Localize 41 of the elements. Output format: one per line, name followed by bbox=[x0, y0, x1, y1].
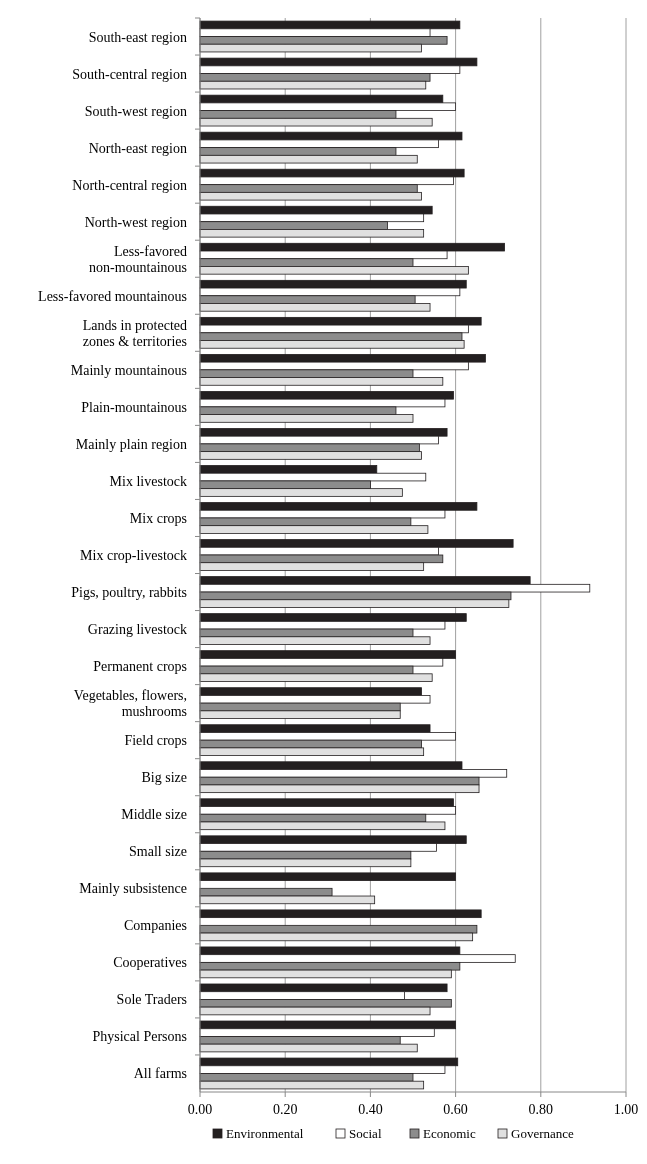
y-tick-label: Middle size bbox=[121, 807, 187, 823]
y-tick-label: South-central region bbox=[72, 66, 187, 82]
y-tick-label: Pigs, poultry, rabbits bbox=[71, 585, 187, 601]
bar bbox=[199, 872, 456, 881]
y-tick-label: Mainly plain region bbox=[75, 436, 187, 452]
y-tick-label: Mix crops bbox=[129, 510, 187, 526]
bar bbox=[199, 909, 482, 919]
x-tick-label: 0.40 bbox=[358, 1102, 383, 1117]
x-tick-label: 0.00 bbox=[187, 1102, 213, 1117]
y-tick-label: Cooperatives bbox=[113, 955, 187, 971]
y-tick-label: Mix crop-livestock bbox=[80, 548, 187, 563]
y-tick-label: All farms bbox=[133, 1066, 187, 1082]
y-tick-label: North-central region bbox=[72, 177, 187, 193]
legend-label: Environmental bbox=[226, 1126, 304, 1141]
y-tick-label: Companies bbox=[124, 918, 187, 934]
y-tick-label: Grazing livestock bbox=[87, 622, 187, 638]
x-tick-label: 0.60 bbox=[443, 1102, 468, 1117]
legend-label: Governance bbox=[511, 1126, 575, 1141]
x-tick-label: 1.00 bbox=[613, 1102, 639, 1117]
y-tick-label: South-west region bbox=[84, 103, 187, 119]
y-tick-label: Field crops bbox=[124, 733, 187, 749]
y-tick-label: Mainly subsistence bbox=[79, 881, 187, 897]
y-tick-label: Lands in protected zones & territories bbox=[82, 317, 187, 349]
y-tick-label: Plain-mountainous bbox=[81, 399, 187, 415]
y-tick-label: Less-favored mountainous bbox=[38, 288, 187, 304]
y-tick-label: Sole Traders bbox=[116, 992, 187, 1008]
y-tick-label: North-east region bbox=[88, 140, 187, 156]
y-tick-label: North-west region bbox=[84, 214, 187, 230]
y-tick-label: Big size bbox=[141, 770, 187, 786]
x-tick-label: 0.20 bbox=[272, 1102, 298, 1117]
y-tick-label: Mainly mountainous bbox=[70, 362, 187, 378]
y-tick-label: Physical Persons bbox=[92, 1029, 187, 1045]
y-tick-label: South-east region bbox=[88, 29, 187, 45]
legend-label: Economic bbox=[423, 1126, 476, 1141]
y-tick-label: Small size bbox=[129, 844, 187, 860]
x-tick-label: 0.80 bbox=[528, 1102, 554, 1117]
y-tick-label: Permanent crops bbox=[93, 659, 187, 675]
y-tick-label: Vegetables, flowers, mushrooms bbox=[73, 688, 187, 720]
y-tick-label: Mix livestock bbox=[109, 473, 187, 489]
legend-label: Social bbox=[349, 1126, 382, 1141]
y-tick-label: Less-favored non-mountainous bbox=[89, 243, 187, 275]
